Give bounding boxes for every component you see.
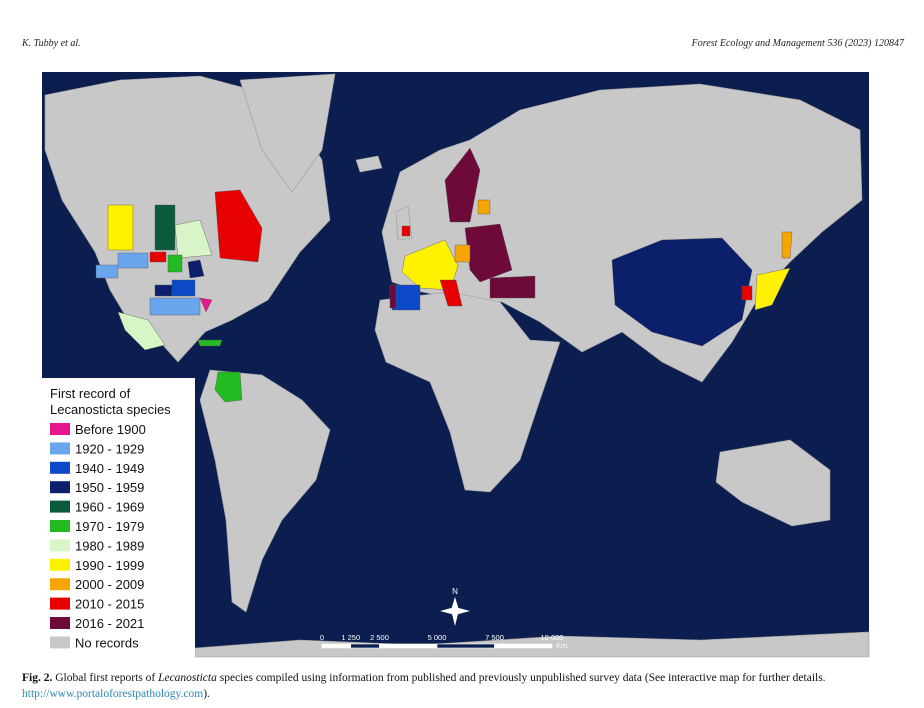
region bbox=[477, 199, 491, 215]
region bbox=[489, 275, 536, 299]
scale-bar-segment bbox=[350, 643, 380, 649]
caption-text: Global first reports of bbox=[55, 672, 156, 684]
scale-bar-segment bbox=[379, 643, 438, 649]
legend-label: 1980 - 1989 bbox=[75, 538, 144, 553]
region bbox=[444, 147, 481, 223]
region bbox=[154, 204, 176, 251]
scale-bar-label: 7 500 bbox=[485, 633, 504, 642]
region bbox=[199, 297, 213, 313]
africa bbox=[374, 291, 561, 493]
legend-swatch bbox=[50, 636, 70, 649]
scale-bar-label: 2 500 bbox=[370, 633, 389, 642]
legend-label: 1940 - 1949 bbox=[75, 461, 144, 476]
legend-swatch bbox=[50, 597, 70, 610]
region bbox=[214, 371, 243, 403]
region bbox=[117, 252, 149, 269]
legend-label: 1950 - 1959 bbox=[75, 480, 144, 495]
south-america bbox=[199, 369, 331, 613]
running-author: K. Tubby et al. bbox=[22, 38, 81, 49]
compass-label: N bbox=[452, 587, 458, 596]
region bbox=[117, 311, 166, 351]
iceland bbox=[355, 155, 383, 173]
caption-text: species compiled using information from … bbox=[219, 672, 826, 684]
region bbox=[167, 254, 183, 273]
legend-label: 2016 - 2021 bbox=[75, 616, 144, 631]
region bbox=[154, 284, 173, 297]
scale-bar-unit: Km bbox=[556, 641, 567, 650]
legend-label: 2010 - 2015 bbox=[75, 597, 144, 612]
legend-label: 1990 - 1999 bbox=[75, 558, 144, 573]
region bbox=[197, 339, 223, 347]
legend-swatch bbox=[50, 481, 70, 494]
reported-regions bbox=[95, 147, 793, 403]
region bbox=[754, 267, 791, 311]
scale-bar-label: 0 bbox=[320, 633, 324, 642]
region bbox=[454, 244, 471, 263]
figure-caption: Fig. 2. Global first reports of Lecanost… bbox=[22, 670, 902, 702]
legend-swatch bbox=[50, 520, 70, 532]
scale-bar-segment bbox=[494, 643, 553, 649]
region bbox=[741, 285, 753, 301]
scale-bar-label: 10 000 bbox=[541, 633, 564, 642]
scale-bar-label: 1 250 bbox=[341, 633, 360, 642]
region bbox=[171, 279, 196, 297]
caption-label: Fig. 2. bbox=[22, 672, 53, 684]
australia bbox=[715, 439, 831, 527]
region bbox=[174, 219, 213, 259]
region bbox=[95, 264, 119, 279]
region bbox=[187, 259, 205, 279]
region bbox=[214, 189, 263, 263]
scale-bar-segment bbox=[436, 643, 495, 649]
region bbox=[464, 223, 513, 283]
region bbox=[149, 251, 167, 263]
legend-label: 2000 - 2009 bbox=[75, 577, 144, 592]
caption-end: ). bbox=[203, 688, 210, 700]
legend-title: First record of bbox=[50, 386, 131, 401]
legend-swatch bbox=[50, 578, 70, 591]
region bbox=[401, 225, 411, 237]
legend-swatch bbox=[50, 500, 70, 513]
compass-rose bbox=[440, 597, 470, 626]
caption-italic: Lecanosticta bbox=[158, 672, 217, 684]
legend-swatch bbox=[50, 423, 70, 435]
legend-label: 1920 - 1929 bbox=[75, 441, 144, 456]
scale-bar-label: 5 000 bbox=[428, 633, 447, 642]
legend-label: 1970 - 1979 bbox=[75, 519, 144, 534]
legend-label: 1960 - 1969 bbox=[75, 500, 144, 515]
scale-bar-segment bbox=[321, 643, 352, 649]
region bbox=[439, 279, 463, 307]
legend-swatch bbox=[50, 461, 70, 474]
legend-swatch bbox=[50, 442, 70, 455]
legend-label: Before 1900 bbox=[75, 422, 146, 437]
legend-swatch bbox=[50, 539, 70, 552]
region bbox=[107, 204, 134, 251]
region bbox=[611, 237, 753, 347]
region bbox=[149, 297, 201, 316]
legend-label: No records bbox=[75, 635, 139, 650]
compass-needle bbox=[440, 607, 470, 615]
region bbox=[781, 231, 793, 259]
legend-swatch bbox=[50, 617, 70, 629]
running-journal: Forest Ecology and Management 536 (2023)… bbox=[691, 38, 904, 49]
legend-swatch bbox=[50, 558, 70, 571]
legend-title: Lecanosticta species bbox=[50, 402, 171, 417]
region bbox=[389, 284, 397, 309]
caption-link[interactable]: http://www.portaloforestpathology.com bbox=[22, 688, 204, 700]
greenland bbox=[239, 73, 336, 193]
